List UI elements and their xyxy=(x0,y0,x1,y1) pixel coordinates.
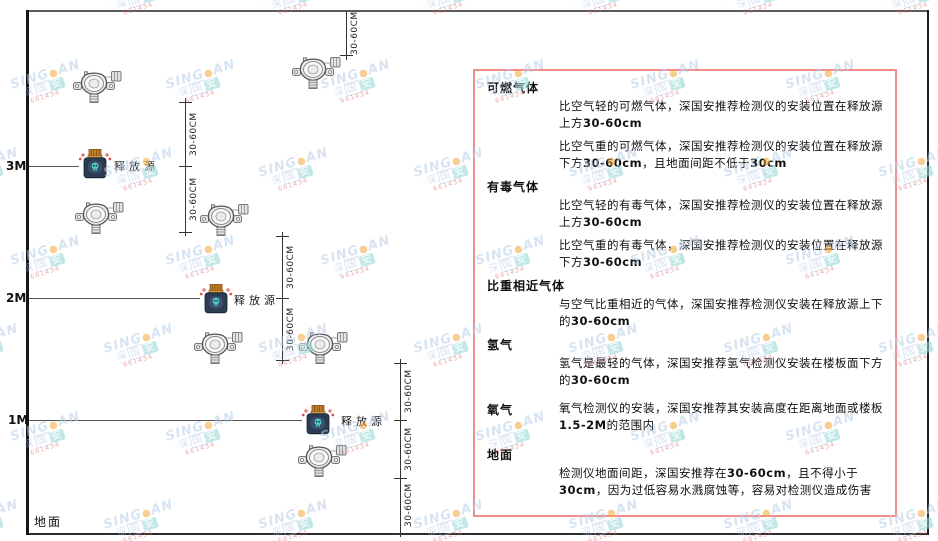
dimension-label: 30-60CM xyxy=(404,483,414,527)
release-source-label-1m: 释放源 xyxy=(341,415,386,428)
ref-line-2m xyxy=(29,298,200,299)
gas-detector-icon-below-1m-source xyxy=(297,443,347,479)
ground-line xyxy=(28,533,929,535)
dimension-tick xyxy=(179,232,192,233)
right-wall-line xyxy=(927,10,929,535)
section-flammable-gas: 可燃气体 比空气轻的可燃气体，深国安推荐检测仪的安装位置在释放源上方30-60c… xyxy=(487,79,883,172)
dimension-tick xyxy=(276,298,289,299)
guideline-paragraph: 比空气重的有毒气体，深国安推荐检测仪的安装位置在释放源下方30-60cm xyxy=(559,238,883,269)
guideline-paragraph: 比空气轻的有毒气体，深国安推荐检测仪的安装位置在释放源上方30-60cm xyxy=(559,198,883,229)
gas-detector-icon-below-3m-source xyxy=(74,200,124,236)
dimension-tick xyxy=(394,363,407,364)
release-source-icon-2m xyxy=(199,284,233,314)
section-oxygen: 氧气 氧气检测仪的安装，深国安推荐其安装高度在距离地面或楼板1.5-2M的范围内 xyxy=(487,395,883,440)
section-heading: 有毒气体 xyxy=(487,180,540,194)
gas-detector-icon-below-2m-source xyxy=(193,330,243,366)
section-ground: 地面 检测仪地面间距，深国安推荐在30-60cm，且不得小于30cm，因为过低容… xyxy=(487,446,883,499)
ref-line-1m xyxy=(29,420,302,421)
left-wall-line xyxy=(26,10,29,535)
dimension-tick xyxy=(179,166,192,167)
release-source-icon-1m xyxy=(301,405,335,435)
section-heading: 地面 xyxy=(487,448,514,462)
ref-line-3m xyxy=(29,166,79,167)
release-source-icon-3m xyxy=(78,149,112,179)
dimension-tick xyxy=(394,533,407,534)
dimension-line-3m xyxy=(179,98,192,236)
section-similar-density-gas: 比重相近气体 与空气比重相近的气体，深国安推荐检测仪安装在释放源上下的30-60… xyxy=(487,277,883,330)
section-heading: 氢气 xyxy=(487,338,514,352)
dimension-tick xyxy=(276,236,289,237)
dimension-line-2m xyxy=(276,232,289,364)
dimension-line-1m xyxy=(394,359,407,537)
release-source-label-3m: 释放源 xyxy=(114,160,159,173)
ground-label: 地面 xyxy=(34,515,63,529)
dimension-tick xyxy=(179,102,192,103)
gas-detector-icon-ceiling xyxy=(291,55,341,91)
release-source-label-2m: 释放源 xyxy=(234,294,279,307)
guideline-paragraph: 检测仪地面间距，深国安推荐在30-60cm，且不得小于30cm，因为过低容易水溅… xyxy=(559,466,872,497)
dimension-tick xyxy=(276,360,289,361)
gas-detector-icon-below-2m-source-right xyxy=(298,330,348,366)
guideline-paragraph: 比空气轻的可燃气体，深国安推荐检测仪的安装位置在释放源上方30-60cm xyxy=(559,99,883,130)
section-toxic-gas: 有毒气体 比空气轻的有毒气体，深国安推荐检测仪的安装位置在释放源上方30-60c… xyxy=(487,178,883,271)
gas-detector-icon-above-2m-source xyxy=(199,202,249,238)
dimension-label: 30-60CM xyxy=(189,177,199,221)
dimension-label: 30-60CM xyxy=(286,307,296,351)
dimension-label: 30-60CM xyxy=(404,369,414,413)
dimension-line-ceiling xyxy=(340,11,353,60)
height-label-1m: 1M xyxy=(8,413,29,427)
dimension-tick xyxy=(394,420,407,421)
height-label-2m: 2M xyxy=(6,291,27,305)
dimension-label: 30-60CM xyxy=(350,11,360,55)
section-heading: 氧气 xyxy=(487,403,514,417)
dimension-label: 30-60CM xyxy=(404,427,414,471)
section-heading: 比重相近气体 xyxy=(487,279,566,293)
dimension-tick xyxy=(394,478,407,479)
installation-guideline-panel: 可燃气体 比空气轻的可燃气体，深国安推荐检测仪的安装位置在释放源上方30-60c… xyxy=(473,69,897,517)
section-heading: 可燃气体 xyxy=(487,81,540,95)
guideline-paragraph: 与空气比重相近的气体，深国安推荐检测仪安装在释放源上下的30-60cm xyxy=(559,297,883,328)
section-hydrogen: 氢气 氢气是最轻的气体，深国安推荐氢气检测仪安装在楼板面下方的30-60cm xyxy=(487,336,883,389)
ceiling-line xyxy=(28,10,929,12)
guideline-paragraph: 氢气是最轻的气体，深国安推荐氢气检测仪安装在楼板面下方的30-60cm xyxy=(559,356,883,387)
dimension-label: 30-60CM xyxy=(189,112,199,156)
gas-detector-icon-above-3m-source xyxy=(72,69,122,105)
dimension-tick xyxy=(340,55,353,56)
dimension-label: 30-60CM xyxy=(286,245,296,289)
guideline-paragraph: 氧气检测仪的安装，深国安推荐其安装高度在距离地面或楼板1.5-2M的范围内 xyxy=(559,401,883,432)
guideline-paragraph: 比空气重的可燃气体，深国安推荐检测仪的安装位置在释放源下方30-60cm，且地面… xyxy=(559,139,883,170)
height-label-3m: 3M xyxy=(6,159,27,173)
